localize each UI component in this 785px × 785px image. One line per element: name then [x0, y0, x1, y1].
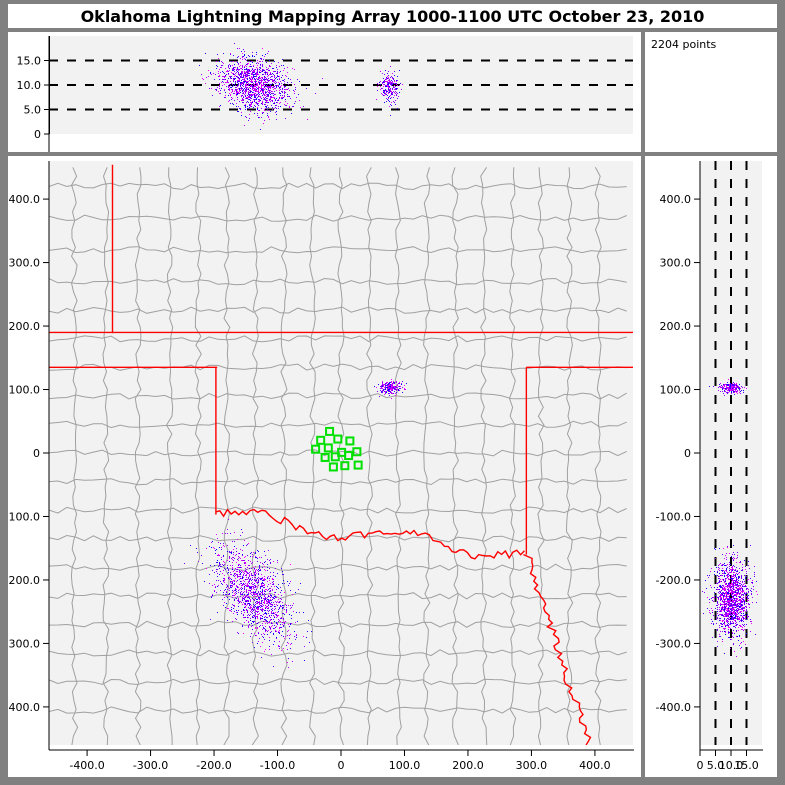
tick-label: -100.0	[656, 510, 691, 523]
station-marker	[316, 435, 326, 445]
tick-label: 10.0	[17, 79, 42, 92]
tick-label: 15.0	[734, 759, 759, 772]
map-geography	[49, 164, 633, 745]
page-title: Oklahoma Lightning Mapping Array 1000-11…	[80, 6, 705, 26]
point-count-panel: 2204 points	[645, 32, 777, 152]
tick-label: 400.0	[579, 759, 611, 772]
tick-label: 200.0	[9, 320, 41, 333]
station-marker	[344, 451, 354, 461]
station-marker	[328, 462, 338, 472]
tick-label: 5.0	[707, 759, 725, 772]
station-marker	[325, 426, 335, 436]
tick-label: 200.0	[452, 759, 484, 772]
source-points	[184, 379, 407, 668]
tick-label: 100.0	[389, 759, 421, 772]
tick-label: 10.0	[719, 759, 744, 772]
tick-label: 100.0	[9, 384, 41, 397]
source-points	[199, 43, 403, 130]
tick-label: 0	[684, 447, 691, 460]
station-marker	[311, 444, 321, 454]
tick-label: 400.0	[660, 193, 692, 206]
station-marker	[352, 447, 362, 457]
tick-label: -300.0	[133, 759, 168, 772]
station-marker	[330, 452, 340, 462]
altitude-vs-east-west-panel[interactable]: 05.010.015.0-400.0-300.0-200.0-100.00100…	[8, 32, 641, 152]
tick-label: 0	[33, 447, 40, 460]
station-marker	[333, 434, 343, 444]
tick-label: 15.0	[17, 55, 42, 68]
tick-label: -300.0	[8, 637, 40, 650]
station-marker	[323, 443, 333, 453]
plan-view-map-panel[interactable]: -400.0 -300.0 -200.0 -100.0 0 100.0 200.0 300.0…	[8, 156, 641, 777]
county-boundaries	[49, 167, 627, 745]
tick-label: 0	[34, 128, 41, 141]
tick-label: 100.0	[660, 384, 692, 397]
tick-label: -400.0	[656, 701, 691, 714]
station-marker	[353, 460, 363, 470]
plan-view-map-overlay: -400.0 -300.0 -200.0 -100.0 0 100.0 200.0 300.0…	[8, 161, 634, 772]
station-marker	[340, 461, 350, 471]
tick-label: -200.0	[196, 759, 231, 772]
source-points	[702, 379, 758, 657]
point-count-label: 2204 points	[651, 38, 717, 51]
altitude-vs-north-south-overlay: -400.0 -300.0 -200.0 -100.0 0 100.0 200.0 300.0…	[656, 161, 763, 772]
tick-label: -100.0	[8, 510, 40, 523]
title-bar: Oklahoma Lightning Mapping Array 1000-11…	[8, 4, 777, 28]
station-marker	[320, 452, 330, 462]
tick-label: 0	[697, 759, 704, 772]
tick-label: 300.0	[516, 759, 548, 772]
tick-label: 400.0	[9, 193, 41, 206]
tick-label: -400.0	[8, 701, 40, 714]
tick-label: 5.0	[24, 104, 42, 117]
tick-label: -300.0	[656, 637, 691, 650]
tick-label: 300.0	[660, 257, 692, 270]
altitude-vs-north-south-panel[interactable]: -400.0 -300.0 -200.0 -100.0 0 100.0 200.0 300.0…	[645, 156, 777, 777]
state-boundaries	[49, 164, 633, 745]
tick-label: -200.0	[8, 574, 40, 587]
tick-label: 0	[338, 759, 345, 772]
station-markers	[311, 426, 363, 472]
tick-label: -200.0	[656, 574, 691, 587]
altitude-vs-east-west-overlay: 05.010.015.0-400.0-300.0-200.0-100.00100…	[17, 36, 633, 152]
tick-label: 200.0	[660, 320, 692, 333]
tick-label: 300.0	[9, 257, 41, 270]
station-marker	[345, 436, 355, 446]
tick-label: -100.0	[260, 759, 295, 772]
tick-label: -400.0	[69, 759, 104, 772]
